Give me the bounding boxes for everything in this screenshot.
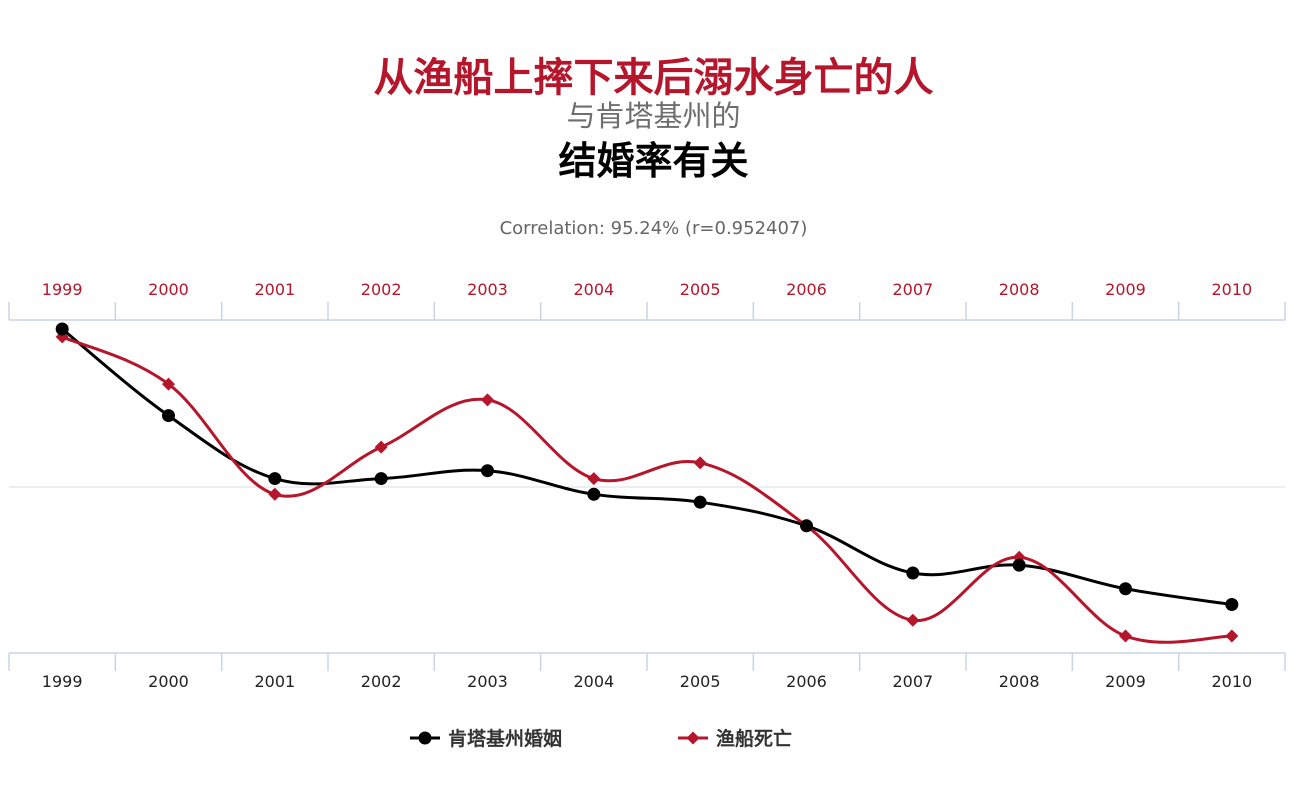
data-point-marriage xyxy=(1012,558,1026,572)
data-point-fishing-deaths xyxy=(693,456,707,470)
bottom-tick-label: 2010 xyxy=(1211,672,1252,691)
top-tick-label: 2000 xyxy=(148,280,189,299)
series-layer xyxy=(60,327,1234,644)
top-tick-label: 2005 xyxy=(680,280,721,299)
data-point-marriage xyxy=(1119,582,1132,596)
series-line-1 xyxy=(60,327,1234,607)
bottom-tick-label: 2006 xyxy=(786,672,827,691)
data-point-fishing-deaths xyxy=(1119,629,1132,643)
top-tick-label: 2010 xyxy=(1211,280,1252,299)
bottom-tick-label: 2004 xyxy=(573,672,614,691)
bottom-tick-label: 2001 xyxy=(254,672,295,691)
data-point-marriage xyxy=(906,566,920,580)
top-tick-label: 2007 xyxy=(892,280,933,299)
top-tick-label: 2006 xyxy=(786,280,827,299)
data-point-fishing-deaths xyxy=(481,393,494,407)
legend-swatch-marker xyxy=(418,731,432,745)
bottom-tick-label: 2005 xyxy=(680,672,721,691)
correlation-subtitle: Correlation: 95.24% (r=0.952407) xyxy=(499,218,808,239)
top-tick-label: 2004 xyxy=(573,280,614,299)
data-point-marriage xyxy=(374,472,388,486)
chart-title-line1: 从渔船上摔下来后溺水身亡的人 xyxy=(373,55,934,101)
top-tick-label: 2001 xyxy=(254,280,295,299)
data-point-fishing-deaths xyxy=(1225,629,1239,643)
data-point-fishing-deaths xyxy=(162,377,175,391)
data-point-marriage xyxy=(55,322,69,336)
top-tick-label: 2002 xyxy=(361,280,402,299)
top-tick-label: 2009 xyxy=(1105,280,1146,299)
data-point-marriage xyxy=(587,487,601,501)
bottom-tick-label: 2009 xyxy=(1105,672,1146,691)
data-point-fishing-deaths xyxy=(374,440,388,454)
data-point-fishing-deaths xyxy=(906,613,920,627)
axes-layer: 1999 2000 2001 2002 2003 2004 2005 2006 2007 2008… xyxy=(8,280,1286,691)
legend-swatch-marker xyxy=(686,731,700,745)
markers-layer xyxy=(55,322,1239,643)
data-point-marriage xyxy=(481,464,494,478)
bottom-tick-label: 2003 xyxy=(467,672,508,691)
chart-title-line2: 与肯塔基州的 xyxy=(566,99,741,133)
data-point-marriage xyxy=(693,495,707,509)
bottom-tick-label: 2008 xyxy=(999,672,1040,691)
legend-label: 肯塔基州婚姻 xyxy=(448,727,562,750)
top-tick-label: 2003 xyxy=(467,280,508,299)
bottom-tick-label: 2007 xyxy=(892,672,933,691)
bottom-tick-label: 1999 xyxy=(42,672,83,691)
legend: 肯塔基州婚姻 渔船死亡 xyxy=(410,727,792,750)
data-point-marriage xyxy=(162,409,175,423)
data-point-marriage xyxy=(800,519,813,533)
series-line-2 xyxy=(60,335,1234,644)
bottom-tick-label: 2002 xyxy=(361,672,402,691)
top-tick-label: 2008 xyxy=(999,280,1040,299)
data-point-marriage xyxy=(1225,598,1239,612)
legend-label: 渔船死亡 xyxy=(716,727,792,750)
title-block: 从渔船上摔下来后溺水身亡的人 与肯塔基州的 结婚率有关 xyxy=(0,50,1307,188)
data-point-fishing-deaths xyxy=(268,487,282,501)
bottom-tick-label: 2000 xyxy=(148,672,189,691)
top-tick-label: 1999 xyxy=(42,280,83,299)
data-point-marriage xyxy=(268,472,282,486)
chart-title-line3: 结婚率有关 xyxy=(558,139,749,183)
data-point-fishing-deaths xyxy=(587,472,601,486)
